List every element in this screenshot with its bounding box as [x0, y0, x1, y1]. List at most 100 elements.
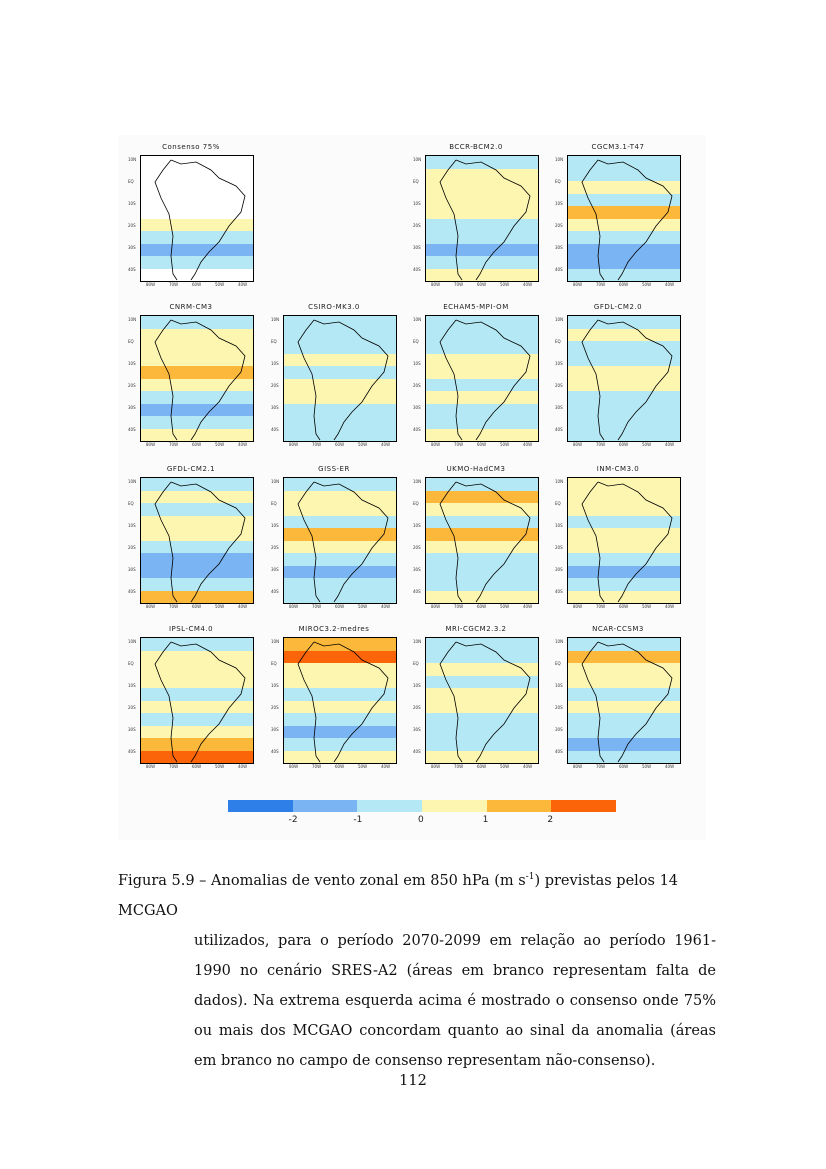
lat-tick-label: 30S	[413, 727, 421, 732]
lon-tick-label: 80W	[289, 442, 299, 447]
lon-tick-label: 60W	[477, 282, 487, 287]
lat-tick-label: 10S	[413, 201, 421, 206]
lat-tick-label: 40S	[271, 427, 279, 432]
anomaly-band	[141, 193, 253, 206]
anomaly-band	[284, 490, 396, 503]
anomaly-band	[141, 416, 253, 429]
anomaly-band	[426, 328, 538, 341]
lat-tick-label: 10N	[128, 317, 137, 322]
anomaly-band	[568, 416, 680, 429]
lat-tick-label: 10N	[128, 157, 137, 162]
anomaly-band	[568, 193, 680, 206]
coastline	[154, 319, 246, 441]
anomaly-band	[568, 428, 680, 441]
lon-tick-label: 60W	[619, 282, 629, 287]
lon-tick-label: 70W	[169, 442, 179, 447]
lon-tick-label: 40W	[523, 442, 533, 447]
anomaly-band	[426, 353, 538, 366]
lat-tick-label: 10S	[555, 523, 563, 528]
anomaly-band	[426, 168, 538, 181]
lat-tick-label: 20S	[555, 705, 563, 710]
anomaly-band	[141, 663, 253, 676]
anomaly-map	[425, 315, 539, 442]
lat-tick-label: 10N	[271, 317, 280, 322]
anomaly-band	[141, 268, 253, 281]
lon-tick-label: 50W	[642, 604, 652, 609]
colorbar-label: 2	[547, 815, 554, 825]
lon-tick-label: 60W	[477, 604, 487, 609]
lat-tick-label: 30S	[271, 405, 279, 410]
lon-tick-label: 70W	[312, 442, 322, 447]
colorbar-swatch	[486, 800, 552, 812]
anomaly-band	[568, 713, 680, 726]
map-panel: BCCR-BCM2.0 10N EQ 10S 20S 30S 40S 80W 70W 60W 50W…	[413, 143, 539, 293]
anomaly-band	[284, 403, 396, 416]
page-number: 112	[399, 1073, 427, 1089]
lon-tick-label: 80W	[289, 604, 299, 609]
anomaly-band	[141, 590, 253, 603]
anomaly-band	[141, 490, 253, 503]
anomaly-band	[284, 341, 396, 354]
lon-tick-label: 60W	[192, 442, 202, 447]
coastline	[581, 641, 673, 763]
lon-tick-label: 70W	[454, 442, 464, 447]
lon-tick-label: 60W	[192, 282, 202, 287]
lon-tick-label: 40W	[665, 604, 675, 609]
anomaly-map	[425, 477, 539, 604]
lat-tick-label: EQ	[413, 661, 419, 666]
lat-tick-label: 40S	[271, 589, 279, 594]
colorbar-swatch	[422, 800, 487, 812]
anomaly-band	[141, 675, 253, 688]
coastline	[154, 159, 246, 281]
colorbar-label: 0	[418, 815, 424, 825]
anomaly-band	[568, 725, 680, 738]
lon-tick-label: 50W	[215, 282, 225, 287]
lat-tick-label: EQ	[555, 339, 561, 344]
anomaly-band	[426, 378, 538, 391]
lon-tick-label: 80W	[431, 764, 441, 769]
lon-tick-label: 80W	[431, 604, 441, 609]
panel-title: GFDL-CM2.1	[166, 465, 216, 473]
lat-tick-label: 20S	[413, 383, 421, 388]
anomaly-band	[284, 565, 396, 578]
coastline	[581, 481, 673, 603]
lon-tick-label: 70W	[596, 442, 606, 447]
coastline	[439, 319, 531, 441]
anomaly-band	[568, 675, 680, 688]
anomaly-band	[568, 181, 680, 194]
anomaly-band	[426, 341, 538, 354]
coastline	[581, 319, 673, 441]
anomaly-band	[284, 675, 396, 688]
anomaly-band	[284, 725, 396, 738]
lat-tick-label: 20S	[555, 383, 563, 388]
lat-tick-label: 40S	[128, 427, 136, 432]
colorbar-swatch	[551, 800, 617, 812]
anomaly-band	[568, 490, 680, 503]
lon-tick-label: 60W	[619, 604, 629, 609]
anomaly-band	[426, 256, 538, 269]
lon-tick-label: 60W	[477, 764, 487, 769]
lat-tick-label: EQ	[128, 661, 134, 666]
anomaly-band	[426, 391, 538, 404]
lat-tick-label: 20S	[128, 705, 136, 710]
lat-tick-label: 30S	[555, 567, 563, 572]
lat-tick-label: 20S	[271, 545, 279, 550]
map-panel: ECHAM5-MPI-OM 10N EQ 10S 20S 30S 40S 80W 70W 60W 5…	[413, 303, 539, 453]
lat-tick-label: 10S	[413, 683, 421, 688]
anomaly-band	[568, 553, 680, 566]
anomaly-band	[568, 403, 680, 416]
lon-tick-label: 80W	[289, 764, 299, 769]
caption-body: utilizados, para o período 2070-2099 em …	[194, 932, 716, 1069]
lat-tick-label: 10N	[413, 479, 422, 484]
map-panel: CGCM3.1-T47 10N EQ 10S 20S 30S 40S 80W 70W 60W 50W…	[555, 143, 681, 293]
map-panel: NCAR-CCSM3 10N EQ 10S 20S 30S 40S 80W 70W 60W 50W 4…	[555, 625, 681, 775]
anomaly-band	[426, 181, 538, 194]
lon-tick-label: 80W	[146, 604, 156, 609]
anomaly-band	[284, 428, 396, 441]
lat-tick-label: 40S	[555, 589, 563, 594]
lon-tick-label: 80W	[146, 442, 156, 447]
anomaly-band	[284, 353, 396, 366]
anomaly-map	[283, 315, 397, 442]
anomaly-band	[568, 218, 680, 231]
anomaly-band	[426, 416, 538, 429]
